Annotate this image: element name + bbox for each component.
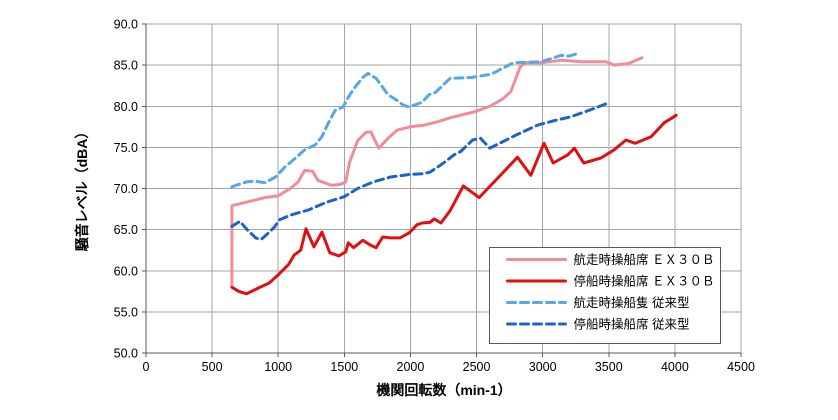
- y-tick-label: 55.0: [114, 305, 138, 319]
- x-tick-label: 0: [143, 360, 150, 374]
- legend-box: [489, 247, 721, 344]
- y-tick-label: 70.0: [114, 182, 138, 196]
- data-series: [230, 52, 678, 296]
- y-tick-label: 60.0: [114, 264, 138, 278]
- axis-labels: 50.0 55.0 60.0 65.0 70.0 75.0 80.0 85.0 90.0 0 500…: [114, 18, 755, 375]
- legend-item-stationary-conventional: 停船時操船席 従来型: [506, 317, 690, 332]
- y-tick-label: 75.0: [114, 141, 138, 155]
- legend-label-cruising-ex30b: 航走時操船席 ＥＸ３０Ｂ: [574, 252, 715, 267]
- series-stationary-conventional-line: [230, 99, 611, 241]
- y-tick-label: 85.0: [114, 59, 138, 73]
- y-axis-title: 騒音レベル（dBA）: [74, 125, 90, 252]
- y-tick-label: 50.0: [114, 347, 138, 361]
- legend-label-stationary-ex30b: 停船時操船席 ＥＸ３０Ｂ: [574, 274, 715, 289]
- series-cruising-conventional-line: [230, 52, 580, 189]
- y-tick-label: 80.0: [114, 100, 138, 114]
- x-tick-label: 1000: [264, 360, 292, 374]
- x-tick-label: 3000: [529, 360, 557, 374]
- legend-label-stationary-conventional: 停船時操船席 従来型: [574, 317, 690, 332]
- legend-item-stationary-ex30b: 停船時操船席 ＥＸ３０Ｂ: [506, 274, 715, 289]
- legend: 航走時操船席 ＥＸ３０Ｂ 停船時操船席 ＥＸ３０Ｂ 航走時操船隻 従来型停船時操船席…: [489, 247, 721, 344]
- x-tick-label: 4000: [661, 360, 689, 374]
- x-tick-label: 3500: [595, 360, 623, 374]
- x-tick-label: 2500: [463, 360, 491, 374]
- x-tick-label: 500: [202, 360, 223, 374]
- x-tick-label: 2000: [397, 360, 425, 374]
- y-tick-label: 65.0: [114, 223, 138, 237]
- legend-label-cruising-conventional: 航走時操船隻 従来型: [574, 295, 690, 310]
- x-axis-title: 機関回転数（min-1）: [376, 382, 511, 398]
- x-tick-label: 1500: [330, 360, 358, 374]
- series-stationary-ex30b-line: [230, 113, 678, 296]
- legend-item-cruising-ex30b: 航走時操船席 ＥＸ３０Ｂ: [506, 252, 715, 267]
- legend-item-cruising-conventional: 航走時操船隻 従来型: [506, 295, 690, 310]
- y-tick-label: 90.0: [114, 18, 138, 32]
- axes: [142, 23, 742, 357]
- x-tick-label: 4500: [727, 360, 755, 374]
